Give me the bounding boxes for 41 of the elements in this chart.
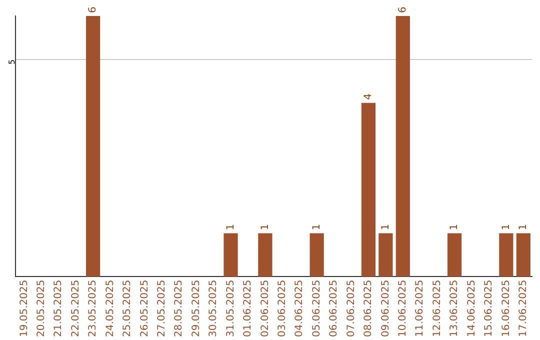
x-tick-label: 26.05.2025 [139, 280, 150, 338]
data-label: 1 [380, 224, 392, 230]
data-label: 6 [88, 6, 99, 13]
x-tick-label: 27.05.2025 [156, 280, 168, 338]
data-label: 1 [260, 224, 271, 230]
x-tick-label: 30.05.2025 [208, 280, 220, 338]
x-tick-label: 31.05.2025 [225, 280, 236, 338]
x-tick-label: 04.06.2025 [294, 280, 306, 338]
x-tick-label: 14.06.2025 [466, 280, 478, 338]
x-tick-label: 21.05.2025 [53, 280, 64, 338]
x-tick-label: 20.05.2025 [36, 280, 48, 338]
x-tick-label: 08.06.2025 [363, 280, 374, 338]
data-label: 1 [449, 224, 460, 230]
data-label: 4 [363, 94, 374, 100]
x-tick-label: 29.05.2025 [190, 280, 202, 338]
x-tick-label: 03.06.2025 [277, 280, 288, 338]
x-tick-label: 22.05.2025 [70, 280, 82, 338]
x-tick-label: 19.05.2025 [18, 280, 30, 338]
x-tick-label: 05.06.2025 [311, 280, 322, 338]
x-tick-label: 15.06.2025 [484, 280, 495, 338]
x-tick-label: 09.06.2025 [380, 280, 392, 338]
x-tick-label: 01.06.2025 [242, 280, 254, 338]
x-tick-label: 17.06.2025 [518, 280, 529, 338]
x-tick-label: 28.05.2025 [174, 280, 185, 338]
x-tick-label: 06.06.2025 [328, 280, 340, 338]
data-label: 1 [311, 224, 322, 230]
y-tick-label: 5 [8, 59, 17, 65]
data-label: 6 [397, 6, 408, 13]
x-tick-label: 11.06.2025 [414, 280, 426, 338]
x-tick-label: 10.06.2025 [397, 280, 408, 338]
data-label: 1 [225, 224, 236, 230]
x-tick-label: 24.05.2025 [104, 280, 116, 338]
x-tick-label: 25.05.2025 [122, 280, 134, 338]
x-tick-label: 12.06.2025 [432, 280, 443, 338]
x-tick-label: 16.06.2025 [500, 280, 512, 338]
x-tick-label: 02.06.2025 [260, 280, 271, 338]
data-label: 1 [500, 224, 512, 230]
data-label: 1 [518, 224, 529, 230]
x-tick-label: 23.05.2025 [88, 280, 99, 338]
x-tick-label: 13.06.2025 [449, 280, 460, 338]
x-tick-label: 07.06.2025 [346, 280, 357, 338]
